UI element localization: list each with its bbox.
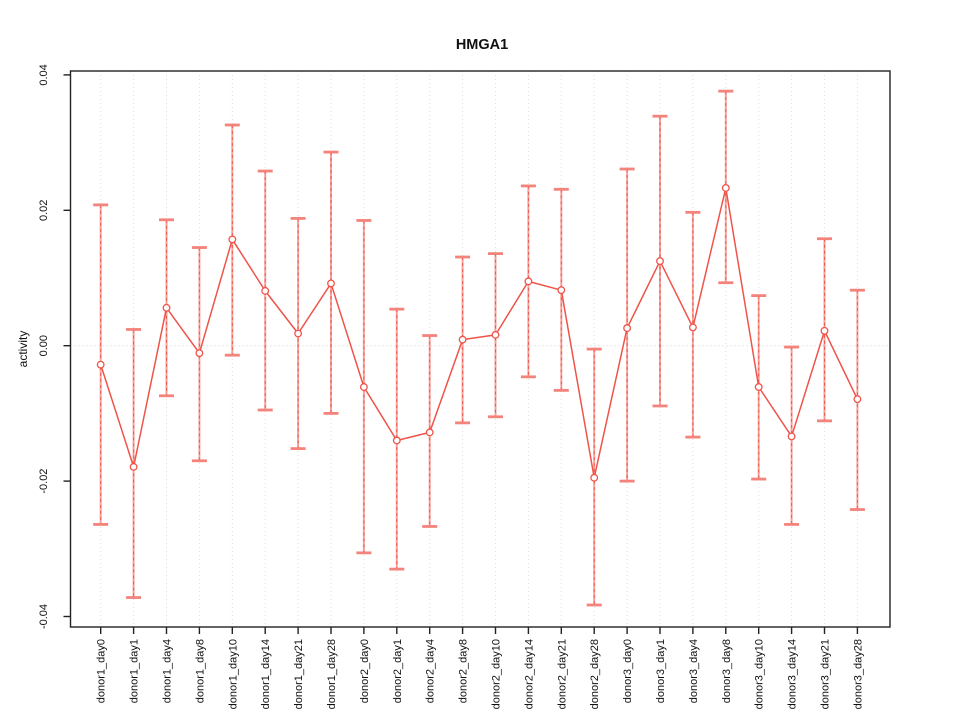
x-tick-label: donor2_day8: [458, 639, 470, 703]
y-tick-label: -0.04: [38, 604, 50, 629]
x-tick-label: donor1_day21: [293, 639, 305, 709]
x-tick-label: donor3_day14: [787, 639, 799, 709]
x-tick-label: donor3_day1: [655, 639, 667, 703]
y-tick-label: -0.02: [38, 469, 50, 494]
data-point: [129, 462, 138, 471]
x-tick-label: donor3_day10: [754, 639, 766, 709]
axes-layer: -0.04 -0.02 0.00 0.02 0.04 donor1_day0 donor1_…: [38, 64, 864, 709]
data-point: [96, 360, 105, 369]
data-point: [721, 184, 730, 192]
data-point: [787, 432, 796, 441]
x-tick-label: donor2_day1: [392, 639, 404, 703]
data-point: [392, 436, 401, 445]
data-point: [195, 349, 204, 358]
plot-border: [69, 70, 891, 628]
x-tick-label: donor1_day28: [326, 639, 338, 709]
x-tick-label: donor1_day10: [227, 639, 239, 709]
data-point: [557, 286, 566, 295]
data-point: [820, 326, 829, 335]
x-tick-label: donor2_day14: [523, 639, 535, 709]
x-tick-label: donor2_day10: [491, 639, 503, 709]
data-point: [491, 330, 500, 339]
data-point: [853, 395, 862, 404]
x-tick-label: donor2_day21: [556, 639, 568, 709]
data-point: [228, 235, 237, 244]
data-point: [294, 329, 303, 338]
data-point: [327, 279, 335, 288]
series-line: [99, 187, 859, 479]
data-point: [590, 473, 599, 482]
data-point: [425, 428, 434, 437]
data-point: [656, 257, 664, 266]
x-tick-label: donor1_day4: [162, 639, 174, 703]
x-tick-label: donor3_day28: [852, 639, 864, 709]
x-tick-label: donor3_day8: [721, 639, 733, 703]
data-point: [458, 335, 467, 344]
x-tick-label: donor3_day4: [688, 639, 700, 703]
x-tick-label: donor1_day14: [260, 639, 272, 709]
data-point: [754, 383, 763, 391]
x-tick-label: donor1_day8: [194, 639, 206, 703]
x-tick-label: donor3_day0: [622, 639, 634, 703]
x-tick-label: donor1_day1: [129, 639, 141, 703]
x-tick-label: donor2_day4: [425, 639, 437, 703]
x-tick-label: donor2_day0: [359, 639, 371, 703]
data-point: [162, 303, 171, 312]
x-tick-label: donor2_day28: [589, 639, 601, 709]
data-point: [261, 286, 270, 295]
x-tick-label: donor3_day21: [820, 639, 832, 709]
y-tick-label: 0.04: [38, 64, 50, 85]
y-axis-label: activity: [16, 331, 30, 368]
data-point: [359, 383, 368, 391]
chart-title: HMGA1: [456, 37, 508, 53]
grid-layer: [70, 71, 890, 627]
data-point: [688, 323, 697, 332]
x-tick-label: donor1_day0: [96, 639, 108, 703]
data-point: [524, 277, 533, 286]
data-layer: [93, 89, 865, 607]
y-tick-label: 0.00: [38, 335, 50, 356]
y-tick-label: 0.02: [38, 200, 50, 221]
data-point: [623, 324, 632, 333]
